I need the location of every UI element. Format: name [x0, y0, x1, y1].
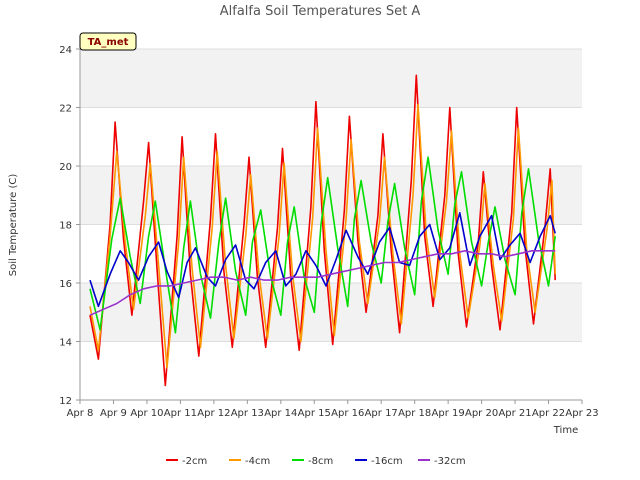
- series-line-32cm: [89, 250, 556, 316]
- chart-title: Alfalfa Soil Temperatures Set A: [220, 4, 421, 19]
- y-tick-label: 16: [59, 279, 72, 290]
- x-tick-label: Apr 19: [432, 408, 465, 419]
- x-tick-label: Apr 16: [331, 408, 364, 419]
- y-tick-label: 18: [59, 221, 72, 232]
- legend-label: -32cm: [434, 456, 466, 467]
- x-tick-label: Apr 18: [398, 408, 431, 419]
- x-tick-label: Apr 12: [197, 408, 230, 419]
- y-tick-label: 22: [59, 104, 72, 115]
- legend: -2cm -4cm -8cm -16cm -32cm: [166, 456, 466, 467]
- x-tick-label: Apr 22: [532, 408, 565, 419]
- x-tick-label: Apr 23: [565, 408, 598, 419]
- x-tick-label: Apr 14: [264, 408, 297, 419]
- x-tick-label: Apr 13: [231, 408, 264, 419]
- x-tick-label: Apr 21: [498, 408, 531, 419]
- y-tick-label: 20: [59, 162, 72, 173]
- x-tick-label: Apr 20: [465, 408, 498, 419]
- y-tick-label: 12: [59, 396, 72, 407]
- x-tick-label: Apr 8: [67, 408, 94, 419]
- legend-label: -8cm: [308, 456, 333, 467]
- y-axis-label: Soil Temperature (C): [8, 174, 19, 277]
- series-lines: [89, 74, 556, 387]
- x-tick-label: Apr 11: [164, 408, 197, 419]
- y-tick-label: 24: [59, 45, 72, 56]
- x-axis-label: Time: [553, 425, 578, 436]
- x-tick-label: Apr 15: [298, 408, 331, 419]
- legend-label: -16cm: [371, 456, 403, 467]
- x-tick-label: Apr 10: [130, 408, 163, 419]
- plot-band: [80, 49, 582, 108]
- x-tick-label: Apr 9: [100, 408, 127, 419]
- x-tick-label: Apr 17: [365, 408, 398, 419]
- series-line-4cm: [89, 103, 556, 369]
- y-tick-label: 14: [59, 338, 72, 349]
- legend-label: -2cm: [182, 456, 207, 467]
- badge-box: [79, 32, 137, 51]
- badge: TA_met: [79, 32, 137, 51]
- badge-label: TA_met: [88, 37, 129, 48]
- series-line-8cm: [89, 156, 556, 334]
- legend-label: -4cm: [245, 456, 270, 467]
